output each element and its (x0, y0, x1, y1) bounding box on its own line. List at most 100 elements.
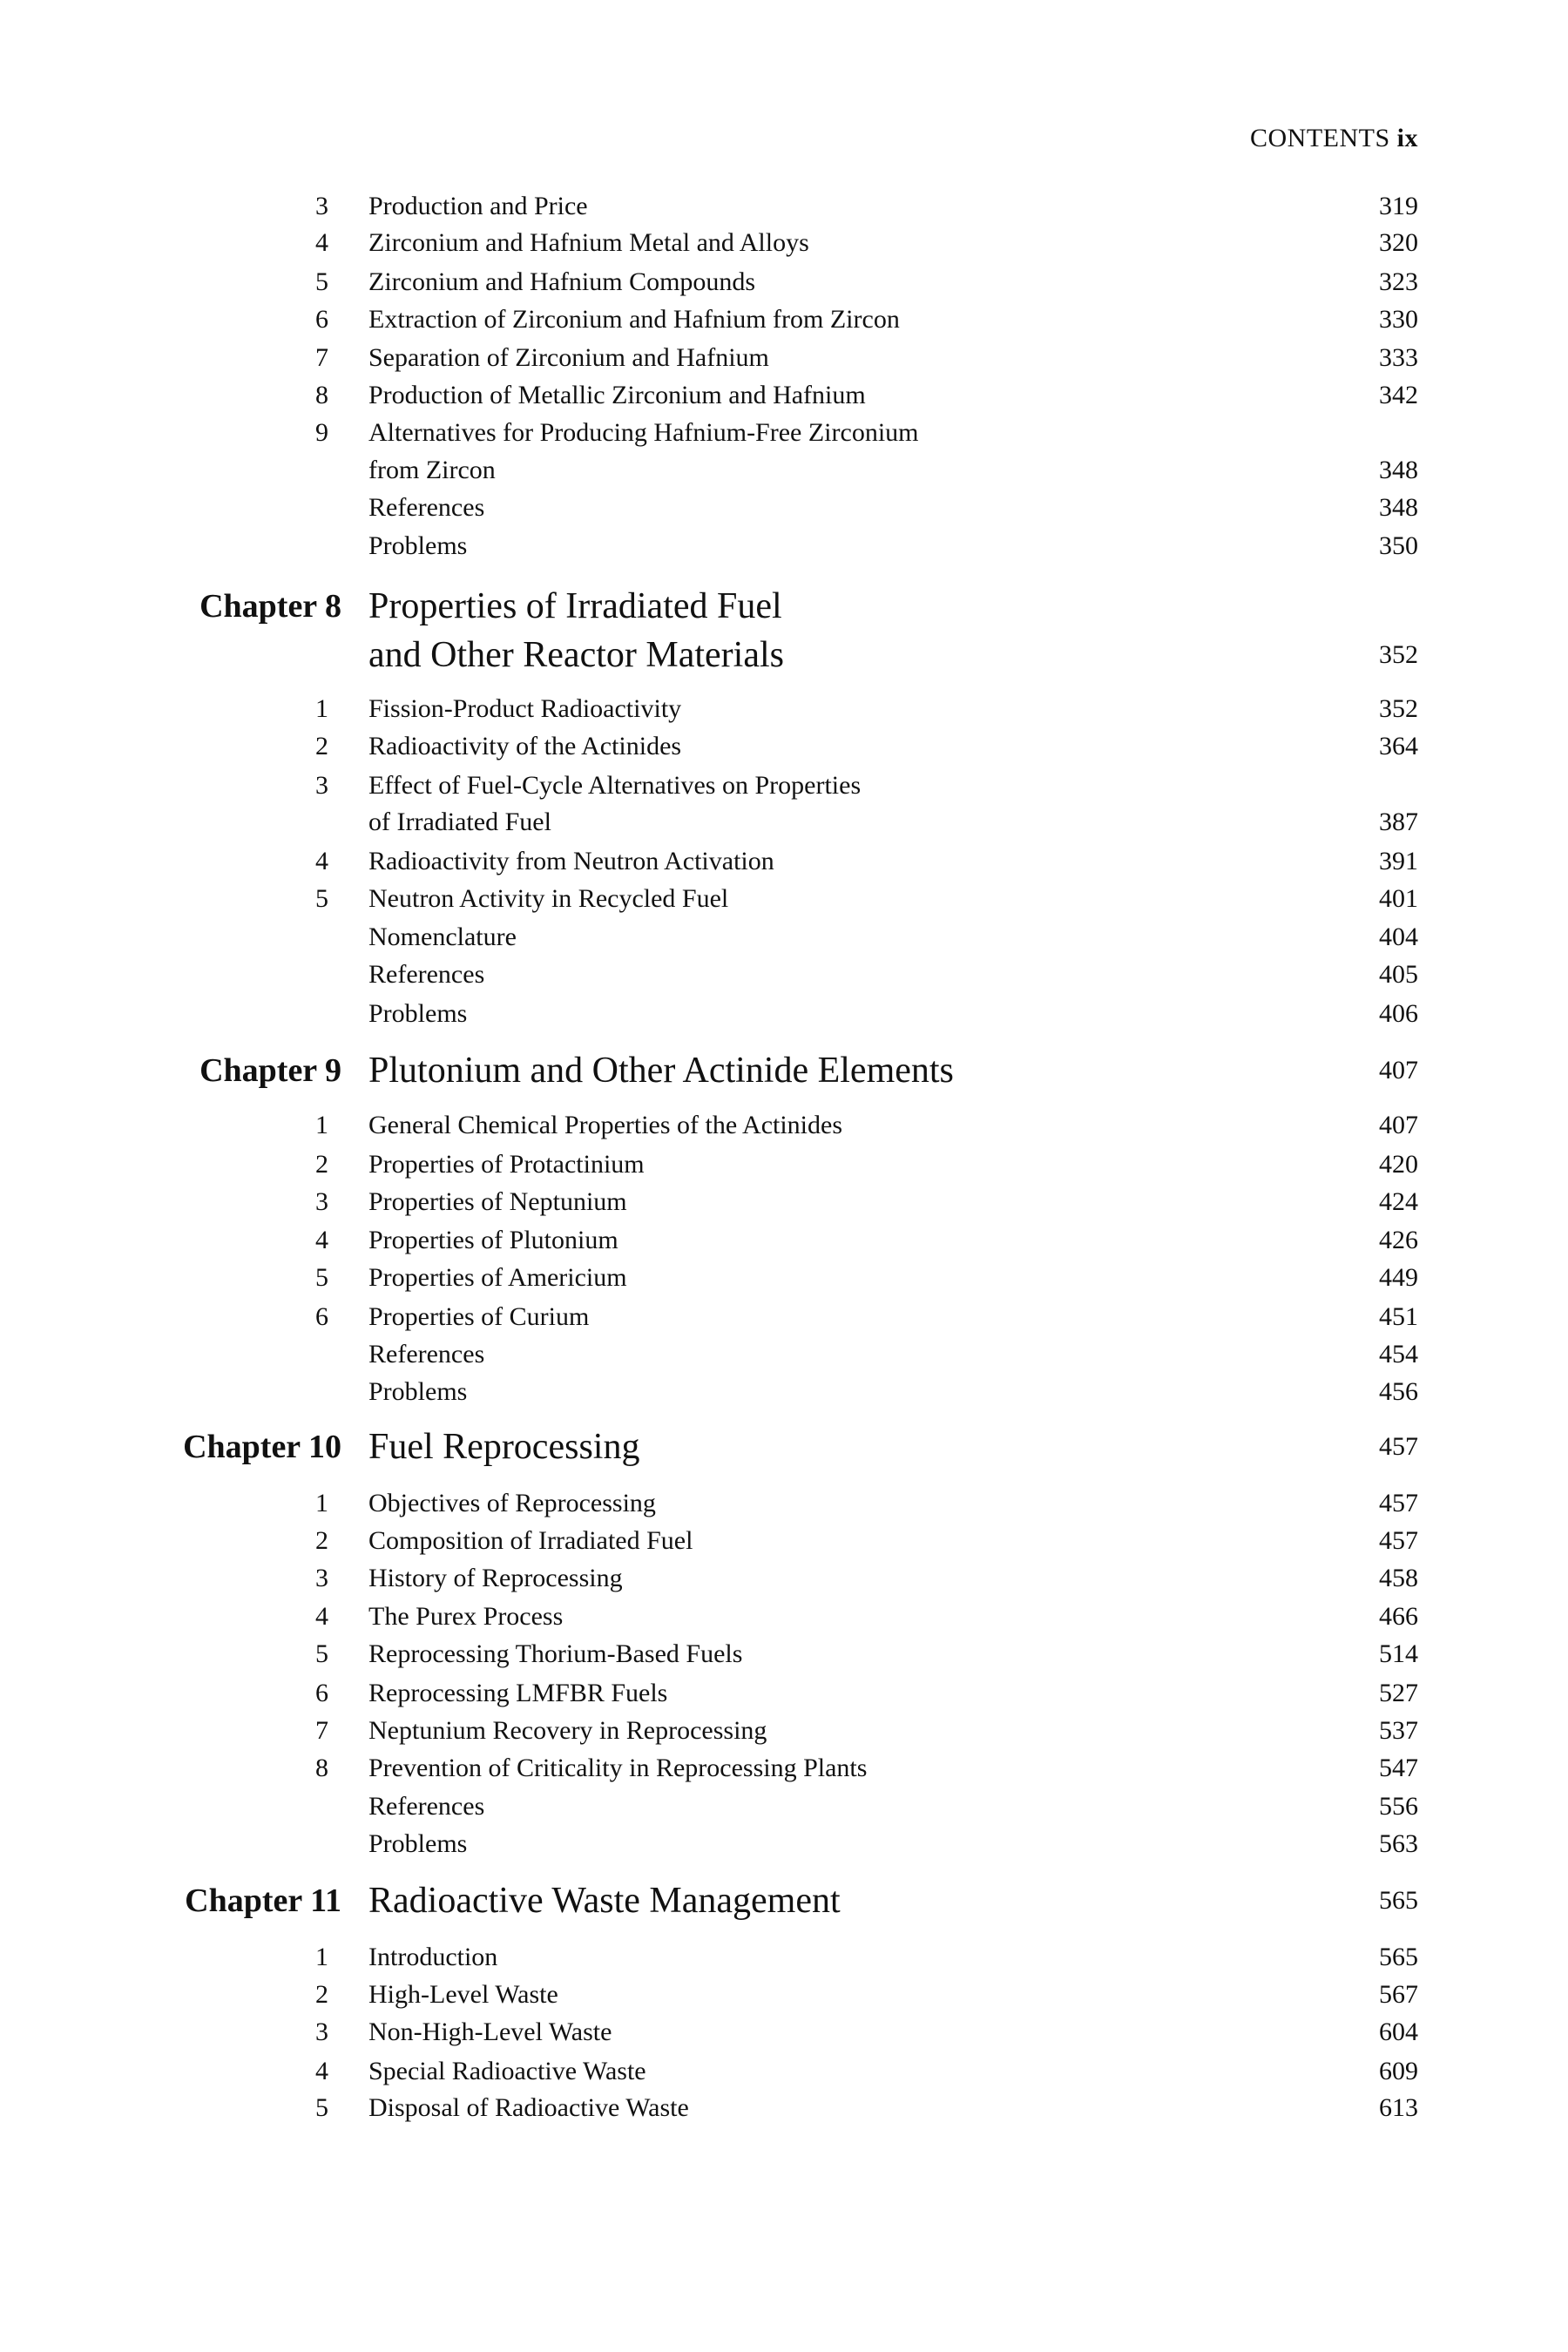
section-title: Properties of Neptunium (368, 1187, 627, 1216)
page-number: 527 (1379, 1679, 1418, 1707)
toc-entry: Problems 406 (0, 995, 1568, 1033)
page-number: 352 (1379, 694, 1418, 723)
section-number: 9 (315, 418, 328, 447)
section-title: Radioactivity of the Actinides (368, 732, 682, 760)
section-number: 5 (315, 267, 328, 296)
section-title: Problems (368, 531, 468, 560)
page-number: 424 (1379, 1187, 1418, 1216)
section-title: Properties of Americium (368, 1263, 627, 1292)
chapter-title: Properties of Irradiated Fuel (368, 586, 782, 626)
section-title: Production of Metallic Zirconium and Haf… (368, 381, 866, 409)
toc-entry: 1 Introduction 565 (0, 1938, 1568, 1977)
page-number: 451 (1379, 1302, 1418, 1331)
section-title: References (368, 1792, 485, 1821)
section-title: Reprocessing Thorium-Based Fuels (368, 1639, 743, 1668)
running-header: CONTENTS ix (1250, 124, 1418, 153)
page-number: 426 (1379, 1226, 1418, 1254)
chapter-label: Chapter 10 (183, 1429, 341, 1465)
page-number: 449 (1379, 1263, 1418, 1292)
section-number: 5 (315, 2093, 328, 2122)
chapter-title: Fuel Reprocessing (368, 1427, 640, 1467)
page-number: 466 (1379, 1602, 1418, 1631)
section-title: General Chemical Properties of the Actin… (368, 1111, 842, 1139)
toc-entry: 3 Properties of Neptunium 424 (0, 1183, 1568, 1221)
toc-entry: 5 Properties of Americium 449 (0, 1259, 1568, 1297)
section-title: High-Level Waste (368, 1980, 558, 2009)
section-title: Fission-Product Radioactivity (368, 694, 682, 723)
toc-entry: 2 High-Level Waste 567 (0, 1976, 1568, 2014)
section-title: Extraction of Zirconium and Hafnium from… (368, 305, 900, 334)
page-number: 537 (1379, 1716, 1418, 1745)
page-number: 556 (1379, 1792, 1418, 1821)
toc-entry: 7 Separation of Zirconium and Hafnium 333 (0, 339, 1568, 377)
section-number: 6 (315, 1679, 328, 1707)
chapter-title: Radioactive Waste Management (368, 1881, 841, 1921)
toc-entry: 4 The Purex Process 466 (0, 1598, 1568, 1636)
toc-entry: 1 Fission-Product Radioactivity 352 (0, 690, 1568, 728)
toc-entry: 9 Alternatives for Producing Hafnium-Free… (0, 414, 1568, 452)
toc-entry: 1 Objectives of Reprocessing 457 (0, 1484, 1568, 1523)
section-title: Separation of Zirconium and Hafnium (368, 343, 769, 372)
section-number: 3 (315, 1187, 328, 1216)
section-number: 4 (315, 1226, 328, 1254)
toc-entry: 5 Zirconium and Hafnium Compounds 323 (0, 263, 1568, 301)
page-number: 364 (1379, 732, 1418, 760)
section-title: Problems (368, 999, 468, 1028)
toc-entry: 6 Extraction of Zirconium and Hafnium fro… (0, 301, 1568, 339)
section-title: References (368, 1340, 485, 1369)
section-number: 8 (315, 381, 328, 409)
section-title: of Irradiated Fuel (368, 808, 551, 836)
section-number: 5 (315, 1639, 328, 1668)
section-title: Non-High-Level Waste (368, 2017, 612, 2046)
section-number: 6 (315, 305, 328, 334)
section-number: 4 (315, 1602, 328, 1631)
page-number: 458 (1379, 1564, 1418, 1592)
section-number: 7 (315, 1716, 328, 1745)
chapter-title: and Other Reactor Materials (368, 635, 784, 675)
section-number: 3 (315, 771, 328, 800)
page-number: 342 (1379, 381, 1418, 409)
section-number: 8 (315, 1754, 328, 1782)
section-title: Properties of Curium (368, 1302, 590, 1331)
chapter-heading: Chapter 10 Fuel Reprocessing 457 (0, 1423, 1568, 1471)
page-number: 407 (1379, 1111, 1418, 1139)
section-title: Effect of Fuel-Cycle Alternatives on Pro… (368, 771, 862, 800)
section-number: 3 (315, 2017, 328, 2046)
page-number: 547 (1379, 1754, 1418, 1782)
page-number: 565 (1379, 1943, 1418, 1971)
section-title: Composition of Irradiated Fuel (368, 1526, 693, 1555)
page-number: 330 (1379, 305, 1418, 334)
page-number: 333 (1379, 343, 1418, 372)
page-number: 352 (1379, 640, 1418, 669)
section-number: 1 (315, 1943, 328, 1971)
page-number: 613 (1379, 2093, 1418, 2122)
page-number: 609 (1379, 2057, 1418, 2085)
section-title: Properties of Protactinium (368, 1150, 645, 1179)
chapter-heading: Chapter 11 Radioactive Waste Management 56… (0, 1876, 1568, 1925)
page-number: 420 (1379, 1150, 1418, 1179)
section-number: 2 (315, 1980, 328, 2009)
toc-entry: References 348 (0, 489, 1568, 527)
chapter-heading: and Other Reactor Materials 352 (0, 631, 1568, 679)
toc-entry: 3 Non-High-Level Waste 604 (0, 2013, 1568, 2051)
section-number: 5 (315, 1263, 328, 1292)
toc-entry: 6 Properties of Curium 451 (0, 1298, 1568, 1336)
toc-entry: 4 Special Radioactive Waste 609 (0, 2052, 1568, 2091)
chapter-heading: Chapter 8 Properties of Irradiated Fuel (0, 582, 1568, 631)
page-number: 563 (1379, 1829, 1418, 1858)
page-number: 319 (1379, 192, 1418, 220)
toc-entry: from Zircon 348 (0, 451, 1568, 490)
toc-entry: of Irradiated Fuel 387 (0, 803, 1568, 841)
section-number: 3 (315, 192, 328, 220)
toc-entry: 4 Properties of Plutonium 426 (0, 1221, 1568, 1260)
section-title: References (368, 493, 485, 522)
toc-entry: 7 Neptunium Recovery in Reprocessing 537 (0, 1712, 1568, 1750)
section-number: 1 (315, 694, 328, 723)
toc-entry: 3 Production and Price 319 (0, 187, 1568, 226)
page-number: 457 (1379, 1489, 1418, 1517)
chapter-heading: Chapter 9 Plutonium and Other Actinide El… (0, 1046, 1568, 1095)
section-number: 4 (315, 847, 328, 875)
chapter-label: Chapter 8 (199, 588, 341, 625)
section-title: Neptunium Recovery in Reprocessing (368, 1716, 767, 1745)
section-number: 6 (315, 1302, 328, 1331)
